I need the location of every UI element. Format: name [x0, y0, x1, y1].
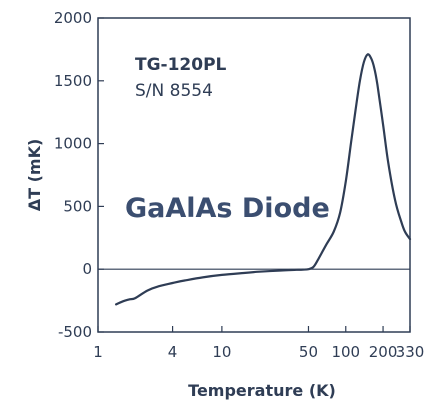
- x-tick-label: 100: [331, 343, 360, 361]
- y-tick-label: -500: [58, 323, 92, 341]
- x-tick-label: 50: [299, 343, 318, 361]
- y-tick-label: 1000: [54, 135, 92, 153]
- x-axis-label: Temperature (K): [188, 381, 336, 400]
- y-axis-ticks: 2000 1500 1000 500 0 -500: [54, 9, 104, 341]
- y-tick-label: 1500: [54, 72, 92, 90]
- series-line: [115, 53, 412, 306]
- y-axis-label: ΔT (mK): [25, 139, 44, 212]
- y-tick-label: 500: [63, 197, 92, 215]
- x-tick-label: 1: [93, 343, 103, 361]
- x-tick-label: 10: [212, 343, 231, 361]
- x-tick-label: 200: [369, 343, 398, 361]
- x-tick-label: 330: [396, 343, 425, 361]
- model-annotation: TG-120PL: [135, 55, 227, 75]
- y-tick-label: 2000: [54, 9, 92, 27]
- y-tick-label: 0: [82, 260, 92, 278]
- x-tick-label: 4: [168, 343, 178, 361]
- plot-frame: [97, 17, 411, 333]
- serial-annotation: S/N 8554: [135, 81, 213, 101]
- sensor-type-annotation: GaAlAs Diode: [125, 193, 330, 224]
